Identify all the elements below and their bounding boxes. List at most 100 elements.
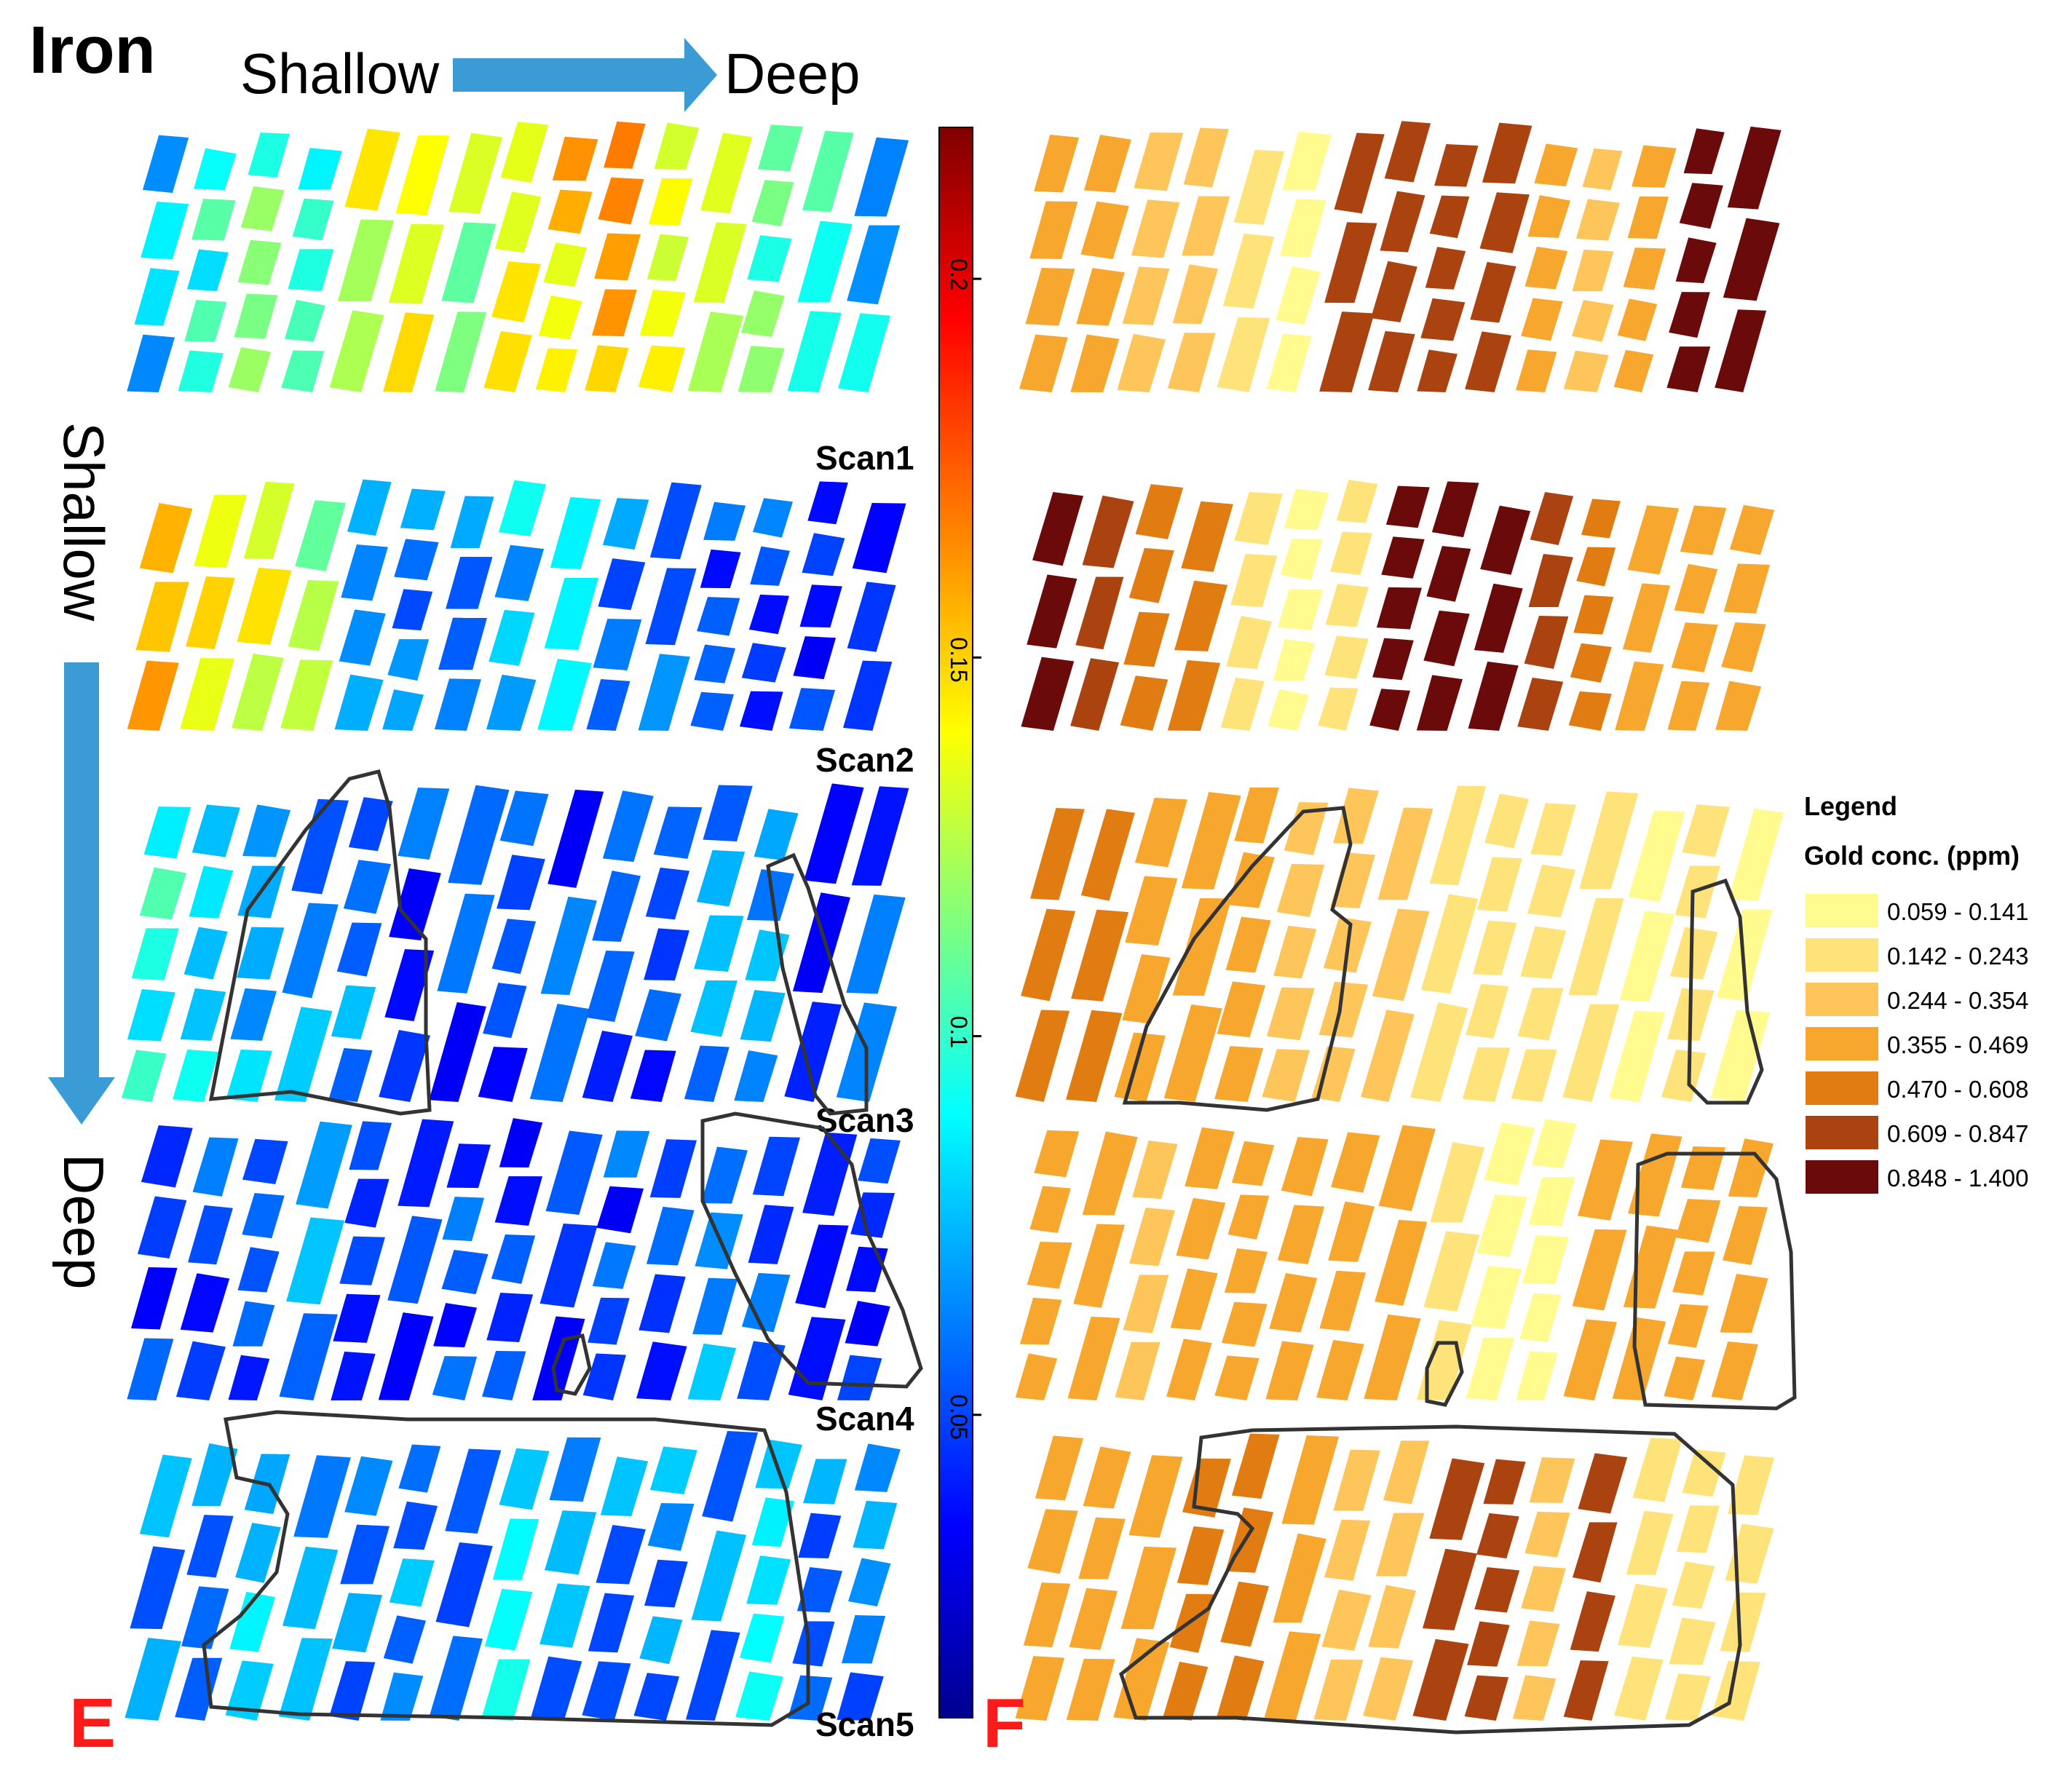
gold-fragment-scan4 — [1720, 1274, 1768, 1333]
iron-fragment-scan4 — [603, 1130, 650, 1178]
iron-fragment-scan4 — [802, 1132, 858, 1216]
iron-fragment-scan2 — [799, 584, 842, 628]
gold-fragment-scan2 — [1330, 531, 1372, 575]
gold-fragment-scan3 — [1225, 916, 1271, 973]
gold-fragment-scan4 — [1265, 1341, 1314, 1400]
gold-fragment-scan5 — [1264, 1631, 1321, 1721]
iron-fragment-scan3 — [585, 951, 635, 1023]
iron-fragment-scan4 — [387, 1216, 443, 1304]
iron-fragment-scan4 — [242, 1192, 285, 1239]
gold-fragment-scan4 — [1019, 1297, 1062, 1345]
gold-fragment-scan4 — [1675, 1199, 1721, 1243]
iron-fragment-scan4 — [687, 1343, 737, 1400]
scan-label-4: Scan4 — [815, 1400, 914, 1438]
iron-fragment-scan5 — [798, 1513, 842, 1559]
gold-fragment-scan3 — [1234, 787, 1279, 844]
legend-title: Legend — [1804, 791, 1897, 821]
gold-fragment-scan4 — [1378, 1125, 1436, 1211]
iron-fragment-scan4 — [845, 1301, 890, 1347]
gold-fragment-scan2 — [1723, 563, 1771, 614]
iron-fragment-scan3 — [499, 790, 549, 847]
iron-fragment-scan4 — [188, 1205, 233, 1265]
gold-fragment-scan4 — [1471, 1266, 1522, 1329]
iron-fragment-scan3 — [703, 785, 753, 842]
gold-fragment-scan2 — [1075, 576, 1124, 650]
gold-fragment-scan1 — [1479, 192, 1530, 253]
legend-items: 0.059 - 0.141 0.142 - 0.243 0.244 - 0.354 0… — [1806, 894, 2029, 1194]
gold-fragment-scan5 — [1078, 1517, 1126, 1579]
iron-fragment-scan4 — [442, 1197, 485, 1242]
iron-fragment-scan3 — [437, 893, 495, 994]
iron-fragment-scan1 — [649, 178, 693, 226]
iron-fragment-scan5 — [282, 1546, 339, 1630]
iron-fragment-scan5 — [544, 1510, 597, 1575]
gold-fragment-scan2 — [1568, 691, 1612, 731]
gold-fragment-scan5 — [1669, 1617, 1716, 1665]
iron-fragment-scan4 — [446, 1143, 491, 1189]
gold-fragment-scan5 — [1525, 1511, 1570, 1558]
iron-fragment-scan4 — [296, 1121, 352, 1209]
iron-fragment-scan3 — [734, 1050, 778, 1102]
iron-fragment-scan5 — [130, 1546, 186, 1630]
iron-fragment-scan5 — [481, 1659, 531, 1721]
gold-fragment-scan1 — [1266, 333, 1312, 392]
iron-fragment-scan2 — [139, 502, 193, 574]
legend-class-label: 0.355 - 0.469 — [1887, 1031, 2029, 1058]
iron-fragment-scan5 — [848, 1558, 891, 1606]
gold-fragment-scan3 — [1114, 1032, 1166, 1102]
gold-fragment-scan5 — [1476, 1513, 1519, 1559]
gold-fragment-scan1 — [1070, 334, 1120, 392]
gold-fragment-scan3 — [1568, 897, 1624, 996]
colorbar-tick-label: 0.05 — [946, 1395, 972, 1440]
gold-fragment-scan1 — [1429, 195, 1470, 239]
iron-fragment-scan1 — [240, 186, 285, 231]
iron-fragment-scan3 — [173, 1049, 219, 1102]
iron-fragment-scan1 — [838, 313, 890, 392]
gold-fragment-scan3 — [1476, 857, 1522, 912]
iron-fragment-scan3 — [143, 806, 191, 859]
iron-fragment-scan1 — [552, 136, 598, 181]
gold-fragment-scan2 — [1570, 643, 1612, 683]
iron-fragment-scan1 — [288, 249, 334, 291]
legend-class-label: 0.848 - 1.400 — [1887, 1165, 2029, 1192]
iron-fragment-scan2 — [586, 679, 630, 731]
gold-fragment-scan5 — [1324, 1519, 1371, 1581]
gold-fragment-scan5 — [1676, 1505, 1720, 1553]
gold-fragment-scan3 — [1080, 809, 1135, 901]
gold-fragment-scan3 — [1227, 852, 1275, 908]
iron-fragment-scan2 — [703, 502, 746, 541]
gold-fragment-scan2 — [1576, 547, 1616, 587]
iron-fragment-scan1 — [234, 293, 278, 339]
iron-fragment-scan5 — [332, 1593, 383, 1653]
gold-fragment-scan1 — [1525, 246, 1568, 290]
gold-fragment-scan5 — [1273, 1533, 1326, 1623]
gold-fragment-scan5 — [1412, 1638, 1469, 1721]
iron-fragment-scan1 — [344, 128, 400, 211]
gold-fragment-scan5 — [1725, 1523, 1774, 1584]
iron-fragment-scan2 — [180, 657, 234, 731]
gold-fragment-scan5 — [1177, 1526, 1225, 1585]
iron-fragment-scan5 — [484, 1588, 533, 1651]
gold-fragment-scan5 — [1422, 1548, 1477, 1630]
gold-fragment-scan4 — [1623, 1225, 1679, 1309]
outline-scan4-left-a — [700, 1111, 923, 1389]
gold-fragment-scan5 — [1023, 1582, 1071, 1648]
iron-fragment-scan1 — [547, 189, 593, 234]
gold-fragment-scan4 — [1531, 1119, 1577, 1169]
gold-fragment-scan1 — [1233, 149, 1285, 225]
gold-fragment-scan1 — [1723, 218, 1780, 301]
iron-fragment-scan5 — [499, 1448, 550, 1510]
iron-fragment-scan3 — [846, 894, 906, 994]
gold-fragment-scan3 — [1361, 1010, 1415, 1102]
iron-fragment-scan2 — [544, 577, 599, 650]
gold-fragment-scan5 — [1231, 1433, 1280, 1499]
gold-fragment-scan3 — [1530, 803, 1576, 856]
gold-fragment-scan1 — [1434, 143, 1479, 187]
iron-fragment-scan5 — [739, 1613, 785, 1663]
gold-fragment-scan1 — [1613, 349, 1654, 392]
gold-fragment-scan3 — [1273, 925, 1317, 979]
iron-fragment-scan5 — [383, 1615, 427, 1664]
iron-fragment-scan3 — [690, 980, 738, 1037]
gold-fragment-scan1 — [1582, 148, 1623, 191]
iron-fragment-scan2 — [802, 533, 845, 576]
